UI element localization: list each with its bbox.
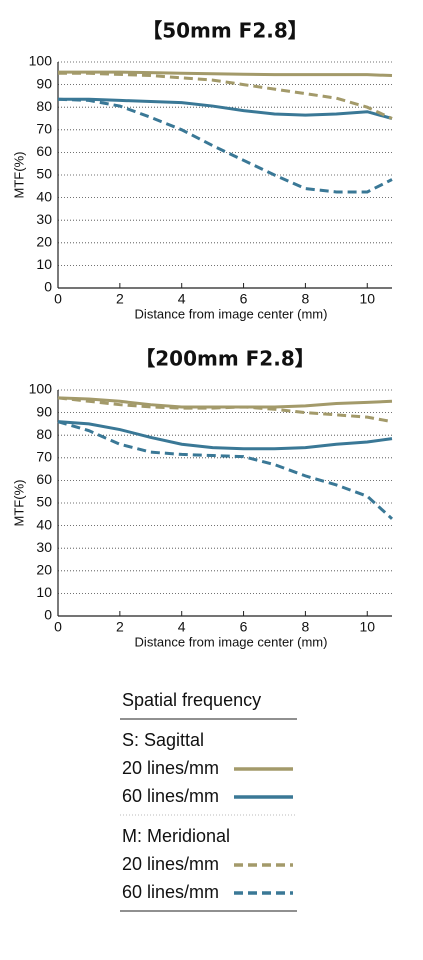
series-line bbox=[58, 70, 393, 78]
x-tick-label: 2 bbox=[116, 291, 124, 307]
y-tick-label: 100 bbox=[29, 381, 53, 397]
y-tick-label: 70 bbox=[36, 449, 52, 465]
y-tick-label: 10 bbox=[36, 584, 52, 600]
x-tick-label: 4 bbox=[178, 619, 186, 635]
y-tick-label: 50 bbox=[36, 494, 52, 510]
y-tick-label: 40 bbox=[36, 516, 52, 532]
chart-title: 【50mm F2.8】 bbox=[142, 19, 308, 43]
legend-title: Spatial frequency bbox=[122, 690, 261, 710]
series-line bbox=[57, 396, 393, 424]
x-tick-label: 2 bbox=[116, 619, 124, 635]
y-tick-label: 40 bbox=[36, 188, 52, 204]
y-axis-label: MTF(%) bbox=[11, 152, 26, 199]
series-line bbox=[57, 97, 393, 194]
legend-label: 20 lines/mm bbox=[122, 854, 219, 874]
series-line bbox=[57, 420, 393, 451]
y-tick-label: 30 bbox=[36, 539, 52, 555]
y-tick-label: 60 bbox=[36, 471, 52, 487]
series-line bbox=[58, 71, 393, 120]
y-tick-label: 20 bbox=[36, 234, 52, 250]
legend-heading: S: Sagittal bbox=[122, 730, 204, 750]
x-tick-label: 4 bbox=[178, 291, 186, 307]
x-tick-label: 8 bbox=[302, 619, 310, 635]
x-tick-label: 10 bbox=[359, 619, 375, 635]
x-tick-label: 6 bbox=[240, 291, 248, 307]
y-tick-label: 80 bbox=[36, 98, 52, 114]
x-tick-label: 10 bbox=[359, 291, 375, 307]
x-axis-label: Distance from image center (mm) bbox=[135, 306, 328, 321]
x-tick-label: 0 bbox=[54, 291, 62, 307]
x-tick-label: 6 bbox=[240, 619, 248, 635]
series-line bbox=[58, 97, 393, 120]
y-tick-label: 90 bbox=[36, 403, 52, 419]
legend-label: 20 lines/mm bbox=[122, 758, 219, 778]
y-tick-label: 60 bbox=[36, 143, 52, 159]
x-tick-label: 8 bbox=[302, 291, 310, 307]
series-line bbox=[57, 420, 394, 520]
y-tick-label: 20 bbox=[36, 562, 52, 578]
y-tick-label: 30 bbox=[36, 211, 52, 227]
y-tick-label: 50 bbox=[36, 166, 52, 182]
chart-title: 【200mm F2.8】 bbox=[135, 347, 314, 371]
legend-label: 60 lines/mm bbox=[122, 786, 219, 806]
legend-heading: M: Meridional bbox=[122, 826, 230, 846]
y-tick-label: 90 bbox=[36, 75, 52, 91]
y-tick-label: 100 bbox=[29, 53, 53, 69]
y-tick-label: 70 bbox=[36, 121, 52, 137]
y-tick-label: 0 bbox=[44, 279, 52, 295]
x-tick-label: 0 bbox=[54, 619, 62, 635]
y-axis-label: MTF(%) bbox=[11, 480, 26, 527]
y-tick-label: 0 bbox=[44, 607, 52, 623]
x-axis-label: Distance from image center (mm) bbox=[135, 634, 328, 649]
legend-label: 60 lines/mm bbox=[122, 882, 219, 902]
y-tick-label: 80 bbox=[36, 426, 52, 442]
y-tick-label: 10 bbox=[36, 256, 52, 272]
